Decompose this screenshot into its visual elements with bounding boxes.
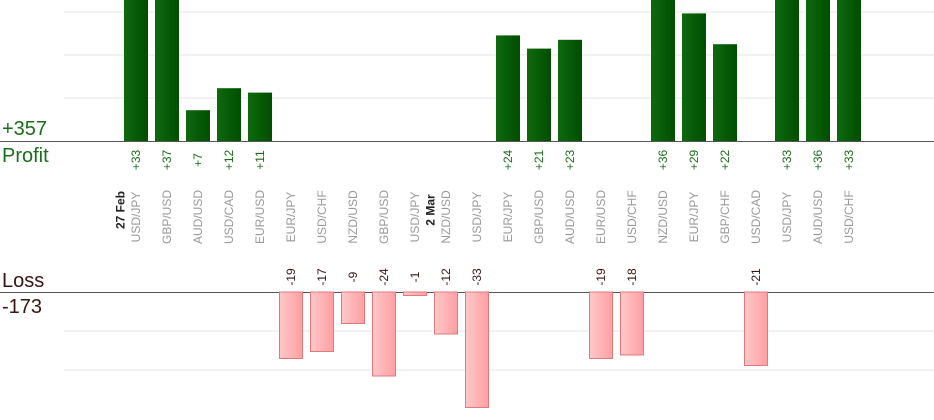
- category-label: AUD/USD: [563, 190, 577, 244]
- category-label: USD/JPY: [470, 192, 484, 243]
- loss-bar: [744, 291, 768, 366]
- bar-value-label: +7: [191, 153, 205, 167]
- bar-value-label: +23: [563, 149, 577, 170]
- bar-value-label: +12: [222, 149, 236, 170]
- loss-bar: [341, 291, 365, 324]
- bar-value-label: +33: [842, 149, 856, 170]
- bar-value-label: -19: [594, 268, 608, 286]
- bar-value-label: -19: [284, 268, 298, 286]
- bar-value-label: -18: [625, 268, 639, 286]
- category-label: EUR/JPY: [284, 192, 298, 243]
- profit-bar: [186, 110, 210, 141]
- profit-bar: [775, 0, 799, 141]
- category-label: EUR/USD: [253, 190, 267, 244]
- category-label: USD/CHF: [315, 190, 329, 243]
- bar-value-label: +21: [532, 149, 546, 170]
- category-label: GBP/USD: [377, 190, 391, 244]
- bar-value-label: +36: [811, 149, 825, 170]
- category-label: AUD/USD: [811, 190, 825, 244]
- bar-value-label: +29: [687, 149, 701, 170]
- category-label: EUR/JPY: [501, 192, 515, 243]
- profit-bar: [806, 0, 830, 141]
- category-label: USD/CHF: [625, 190, 639, 243]
- bar-value-label: -33: [470, 268, 484, 286]
- profit-bar: [682, 13, 706, 141]
- bar-value-label: +37: [160, 149, 174, 170]
- loss-bar: [434, 291, 458, 335]
- loss-bar: [589, 291, 613, 359]
- category-label: NZD/USD: [439, 190, 453, 244]
- category-label: USD/CAD: [749, 190, 763, 244]
- category-label: USD/CHF: [842, 190, 856, 243]
- profit-bar: [651, 0, 675, 141]
- bar-value-label: +36: [656, 149, 670, 170]
- loss-label: Loss: [2, 270, 45, 292]
- profit-bar: [248, 92, 272, 141]
- loss-total: -173: [2, 296, 43, 318]
- bar-value-label: +11: [253, 150, 267, 170]
- profit-bar: [496, 35, 520, 141]
- bar-value-label: -12: [439, 268, 453, 286]
- loss-bar: [403, 291, 427, 296]
- profit-bar: [124, 0, 148, 141]
- bar-value-label: -9: [346, 271, 360, 282]
- bar-value-label: +22: [718, 149, 732, 170]
- category-label: GBP/USD: [160, 190, 174, 244]
- loss-bar: [620, 291, 644, 356]
- category-label: EUR/JPY: [687, 192, 701, 243]
- date-marker-0: 27 Feb: [114, 191, 128, 229]
- loss-bar: [310, 291, 334, 352]
- profit-bar: [558, 39, 582, 141]
- bar-value-label: +24: [501, 149, 515, 170]
- bar-value-label: -17: [315, 268, 329, 286]
- profit-bar: [713, 44, 737, 142]
- bar-value-label: +33: [129, 149, 143, 170]
- profit-bar: [837, 0, 861, 141]
- loss-bar: [465, 291, 489, 408]
- profit-bar: [527, 48, 551, 141]
- profit-bar: [217, 88, 241, 141]
- category-label: USD/JPY: [408, 192, 422, 243]
- bars: [124, 0, 861, 408]
- loss-bar: [372, 291, 396, 377]
- labels: 27 Feb 2 MarUSD/JPY+33GBP/USD+37AUD/USD+7…: [114, 149, 857, 285]
- profit-label: Profit: [2, 145, 49, 167]
- category-label: EUR/USD: [594, 190, 608, 244]
- loss-bar: [279, 291, 303, 359]
- category-label: GBP/CHF: [718, 190, 732, 243]
- category-label: USD/JPY: [129, 192, 143, 243]
- category-label: NZD/USD: [346, 190, 360, 244]
- profit-total: +357: [2, 118, 48, 140]
- profit-bar: [155, 0, 179, 142]
- category-label: USD/CAD: [222, 190, 236, 244]
- bar-value-label: -1: [408, 271, 422, 282]
- category-label: GBP/USD: [532, 190, 546, 244]
- bar-value-label: -24: [377, 268, 391, 286]
- category-label: USD/JPY: [780, 192, 794, 243]
- category-label: AUD/USD: [191, 190, 205, 244]
- category-label: NZD/USD: [656, 190, 670, 244]
- date-marker-1: 2 Mar: [424, 194, 438, 226]
- bar-value-label: -21: [749, 268, 763, 286]
- bar-value-label: +33: [780, 149, 794, 170]
